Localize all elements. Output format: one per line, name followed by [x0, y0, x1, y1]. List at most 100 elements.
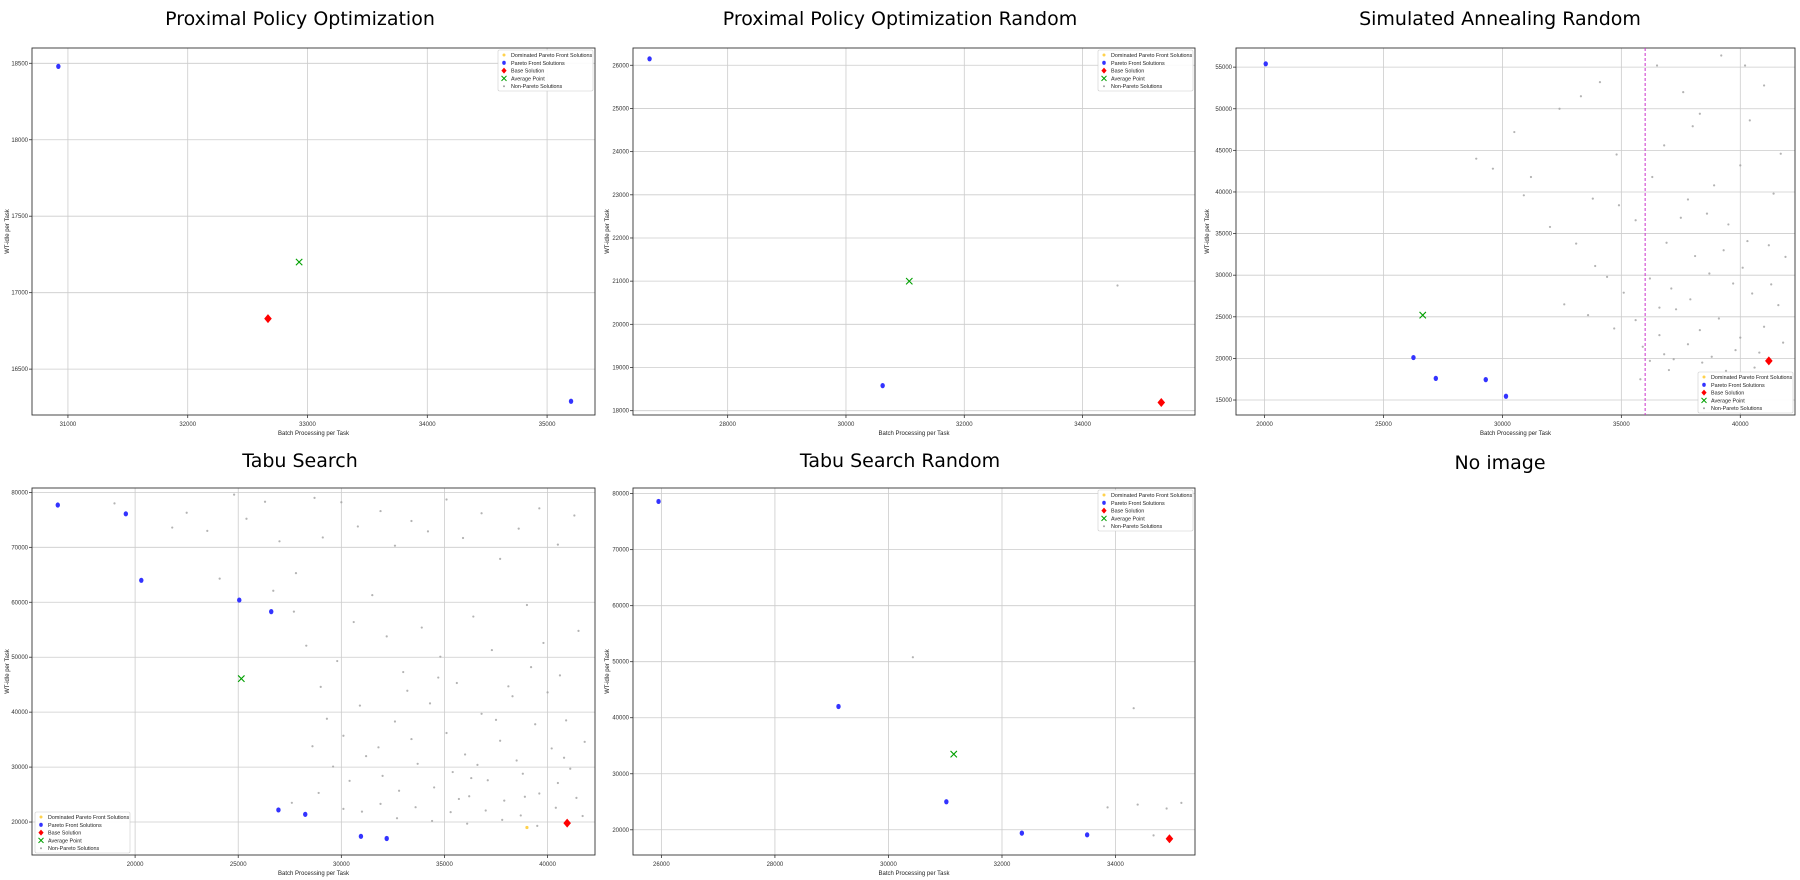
y-tick-label: 20000: [612, 322, 629, 328]
non-pareto-point: [433, 786, 436, 789]
legend-entry-label: Base Solution: [1111, 509, 1144, 515]
non-pareto-point: [1658, 306, 1661, 309]
scatter-plot-ppo: 31000 32000 33000 34000 35000 16500 17000 17500…: [5, 47, 596, 437]
y-tick-label: 18000: [612, 409, 629, 415]
average-point-stroke: [295, 258, 303, 266]
non-pareto-point: [342, 807, 345, 810]
non-pareto-point: [393, 544, 397, 547]
non-pareto-point: [573, 514, 576, 517]
pareto-point: [237, 597, 242, 603]
non-pareto-point: [352, 620, 355, 624]
y-tick-label: 25000: [1215, 315, 1232, 321]
non-pareto-point: [577, 629, 580, 632]
chart-panel-ppo: Proximal Policy Optimization 31000 32000 3…: [0, 0, 600, 440]
non-pareto-point: [511, 695, 514, 698]
non-pareto-point: [1513, 130, 1516, 134]
legend-entry-label: Average Point: [1111, 76, 1145, 82]
x-tick-label: 26000: [653, 862, 670, 868]
y-tick-label: 17000: [11, 291, 28, 297]
non-pareto-point: [317, 791, 320, 795]
non-pareto-point: [416, 762, 419, 765]
legend-marker-dominated: [1102, 493, 1106, 497]
legend-marker-dominated: [1102, 53, 1106, 57]
non-pareto-point: [1698, 329, 1701, 332]
non-pareto-point: [470, 776, 473, 780]
x-axis-label: Batch Processing per Task: [879, 431, 951, 437]
legend-entry-label: Dominated Pareto Front Solutions: [1111, 53, 1193, 59]
non-pareto-point: [426, 530, 430, 533]
non-pareto-point: [554, 806, 557, 809]
x-tick-label: 30000: [838, 422, 855, 428]
non-pareto-point: [1639, 378, 1642, 381]
legend-entry-label: Average Point: [48, 838, 82, 844]
non-pareto-point: [1658, 334, 1661, 337]
chart-title: Simulated Annealing Random: [1359, 8, 1641, 30]
non-pareto-point: [430, 819, 434, 823]
y-tick-label: 70000: [11, 545, 28, 551]
non-pareto-point: [503, 799, 506, 802]
legend-marker-base: [38, 829, 44, 836]
non-pareto-point: [1701, 361, 1704, 364]
non-pareto-point: [410, 737, 413, 741]
y-tick-label: 55000: [1215, 65, 1232, 71]
non-pareto-point: [445, 498, 448, 501]
non-pareto-point: [1622, 291, 1625, 294]
non-pareto-point: [294, 572, 298, 575]
y-tick-label: 50000: [612, 660, 629, 666]
non-pareto-point: [1693, 254, 1697, 258]
non-pareto-point: [397, 789, 401, 792]
legend: Dominated Pareto Front Solutions Pareto F…: [1097, 49, 1194, 92]
y-axis-label: WT-idle per Task: [1205, 208, 1211, 254]
legend-marker-pareto: [502, 60, 506, 65]
legend-entry-label: Non-Pareto Solutions: [48, 846, 100, 852]
x-tick-label: 25000: [230, 862, 247, 868]
legend-entry-label: Pareto Front Solutions: [1111, 501, 1165, 507]
plot-frame: [31, 487, 596, 856]
non-pareto-point: [463, 753, 467, 756]
non-pareto-point: [1739, 164, 1742, 167]
legend-entry-label: Dominated Pareto Front Solutions: [1711, 375, 1793, 381]
x-tick-label: 34000: [419, 422, 436, 428]
non-pareto-point: [1591, 197, 1594, 200]
pareto-point: [1503, 393, 1509, 399]
non-pareto-point: [395, 817, 399, 820]
non-pareto-point: [1713, 184, 1716, 187]
y-tick-label: 60000: [11, 600, 28, 606]
non-pareto-point: [569, 767, 572, 770]
non-pareto-point: [1686, 198, 1690, 201]
legend-marker-average: [1101, 75, 1107, 82]
non-pareto-point: [499, 739, 502, 742]
legend-entry-label: Base Solution: [1111, 69, 1144, 75]
legend-marker-pareto: [39, 822, 43, 827]
non-pareto-point: [575, 796, 578, 799]
non-pareto-point: [185, 511, 188, 514]
x-axis-label: Batch Processing per Task: [278, 431, 350, 437]
y-tick-label: 20000: [11, 820, 28, 826]
legend-marker-non-pareto: [1103, 525, 1105, 528]
non-pareto-point: [356, 525, 359, 528]
non-pareto-point: [1575, 242, 1578, 245]
non-pareto-point: [1732, 282, 1735, 285]
non-pareto-point: [381, 774, 384, 777]
base-solution-point: [264, 314, 272, 324]
non-pareto-point: [455, 681, 458, 685]
chart-panel-ppo-random: Proximal Policy Optimization Random 2800…: [600, 0, 1200, 440]
average-point: [1419, 311, 1427, 319]
non-pareto-point: [1779, 152, 1782, 155]
legend-marker-average: [1101, 515, 1107, 522]
non-pareto-point: [1705, 212, 1709, 215]
legend: Dominated Pareto Front Solutions Pareto F…: [1097, 489, 1194, 532]
non-pareto-point: [1679, 216, 1682, 219]
y-axis-label: WT-idle per Task: [5, 648, 11, 694]
non-pareto-point: [451, 770, 454, 774]
legend-entry-label: Non-Pareto Solutions: [511, 84, 563, 90]
legend-marker-pareto: [1102, 60, 1106, 65]
non-pareto-point: [449, 811, 452, 814]
non-pareto-point: [1741, 266, 1744, 269]
non-pareto-point: [385, 635, 388, 638]
x-tick-label: 35000: [436, 862, 453, 868]
non-pareto-point: [1686, 343, 1690, 346]
non-pareto-point: [484, 809, 487, 812]
non-pareto-point: [556, 781, 559, 785]
x-tick-label: 34000: [1074, 422, 1091, 428]
